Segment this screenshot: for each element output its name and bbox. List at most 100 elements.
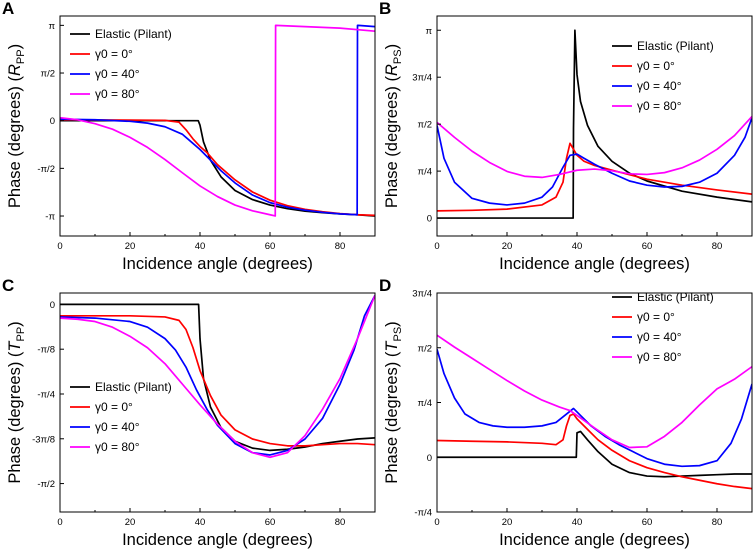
y-tick-label: -π/4 <box>414 508 432 519</box>
legend-label: Elastic (Pilant) <box>637 290 714 304</box>
y-axis-label-prefix: Phase (degrees) ( <box>383 351 401 484</box>
legend-label: Elastic (Pilant) <box>637 39 714 53</box>
y-axis-label: Phase (degrees) (RPP) <box>6 44 27 208</box>
y-tick-label: 3π/4 <box>412 73 432 84</box>
legend: Elastic (Pilant) γ0 = 0° γ0 = 40° γ0 = 80° <box>612 290 714 364</box>
series-line-4 <box>60 294 375 459</box>
legend-label: γ0 = 80° <box>637 99 682 113</box>
plot-frame <box>436 15 753 237</box>
panel-label: D <box>379 276 391 295</box>
series-line-3 <box>437 117 752 206</box>
y-axis-label-subscript: PP <box>15 327 27 342</box>
series-line-1 <box>437 430 752 478</box>
y-tick-label: π <box>425 26 432 37</box>
series-line-3 <box>437 348 752 468</box>
legend-label: γ0 = 80° <box>95 87 140 101</box>
legend: Elastic (Pilant) γ0 = 0° γ0 = 40° γ0 = 80° <box>70 27 172 101</box>
y-tick-label: 3π/4 <box>412 289 432 300</box>
y-tick-label: -π/2 <box>37 164 55 175</box>
x-tick-label: 80 <box>335 517 346 528</box>
legend-label: Elastic (Pilant) <box>95 27 172 41</box>
y-axis-label: Phase (degrees) (TPP) <box>6 321 27 483</box>
panel-label: B <box>379 0 391 18</box>
y-axis-label-suffix: ) <box>383 321 401 327</box>
x-tick-label: 0 <box>434 517 439 528</box>
series-line-2 <box>60 314 375 447</box>
x-axis-label: Incidence angle (degrees) <box>499 255 690 273</box>
legend-label: γ0 = 40° <box>95 420 140 434</box>
series-line-2 <box>437 142 752 212</box>
legend-label: γ0 = 80° <box>637 350 682 364</box>
legend-label: γ0 = 40° <box>637 79 682 93</box>
x-tick-label: 20 <box>125 241 136 252</box>
series-line-4 <box>60 24 375 217</box>
y-tick-label: π/4 <box>418 398 432 409</box>
x-tick-label: 80 <box>712 241 723 252</box>
panel-label: C <box>2 276 14 295</box>
series-line-3 <box>60 294 375 456</box>
legend-label: γ0 = 0° <box>95 400 133 414</box>
y-axis-label-symbol: R <box>383 64 401 76</box>
series-line-2 <box>437 413 752 490</box>
legend-label: γ0 = 40° <box>637 330 682 344</box>
y-axis-label-prefix: Phase (degrees) ( <box>6 76 24 209</box>
y-tick-label: 0 <box>50 300 55 311</box>
x-tick-label: 20 <box>502 241 513 252</box>
legend-label: γ0 = 40° <box>95 67 140 81</box>
legend-label: γ0 = 0° <box>637 59 675 73</box>
series-line-4 <box>437 334 752 449</box>
plot-frame <box>436 292 753 513</box>
y-tick-label: π <box>48 21 55 32</box>
y-axis-label-suffix: ) <box>6 321 24 327</box>
y-axis-label-symbol: T <box>383 340 401 352</box>
y-axis-label-subscript: PS <box>392 49 404 64</box>
y-tick-label: π/2 <box>418 343 432 354</box>
legend-label: γ0 = 0° <box>637 310 675 324</box>
y-axis-label-symbol: T <box>6 340 24 352</box>
y-axis-label-suffix: ) <box>6 44 24 50</box>
y-axis-label: Phase (degrees) (RPS) <box>383 44 404 208</box>
y-axis-label-symbol: R <box>6 64 24 76</box>
x-tick-label: 40 <box>195 517 206 528</box>
legend: Elastic (Pilant) γ0 = 0° γ0 = 40° γ0 = 80° <box>612 39 714 113</box>
plot-frame <box>59 15 376 237</box>
x-tick-label: 40 <box>572 241 583 252</box>
x-tick-label: 60 <box>642 241 653 252</box>
legend-label: γ0 = 0° <box>95 47 133 61</box>
x-tick-label: 40 <box>195 241 206 252</box>
legend-label: γ0 = 80° <box>95 440 140 454</box>
series-line-1 <box>437 29 752 219</box>
x-tick-label: 0 <box>434 241 439 252</box>
panel-a: 0 20 40 60 80 -π -π/2 0 π/2 π Incidence angle (deg… <box>2 0 376 273</box>
y-tick-label: π/2 <box>41 69 55 80</box>
series-line-3 <box>60 24 375 216</box>
y-axis-label-subscript: PS <box>392 327 404 342</box>
y-tick-label: -π/8 <box>37 345 55 356</box>
y-tick-label: π/4 <box>418 167 432 178</box>
panel-c: 0 20 40 60 80 0 -π/8 -π/4 -3π/8 -π/2 Incidence ang… <box>2 276 376 549</box>
x-axis-label: Incidence angle (degrees) <box>499 531 690 549</box>
y-tick-label: 0 <box>50 116 55 127</box>
y-tick-label: -π/4 <box>37 389 55 400</box>
legend-label: Elastic (Pilant) <box>95 380 172 394</box>
x-tick-label: 80 <box>335 241 346 252</box>
x-tick-label: 0 <box>57 517 62 528</box>
x-tick-label: 80 <box>712 517 723 528</box>
y-axis-label-subscript: PP <box>15 49 27 64</box>
x-axis-label: Incidence angle (degrees) <box>122 531 313 549</box>
y-axis-label-suffix: ) <box>383 44 401 50</box>
y-tick-label: 0 <box>427 214 432 225</box>
x-tick-label: 0 <box>57 241 62 252</box>
y-axis-label-prefix: Phase (degrees) ( <box>6 351 24 484</box>
y-axis-label: Phase (degrees) (TPS) <box>383 321 404 483</box>
series-line-1 <box>60 303 375 452</box>
y-tick-label: -3π/8 <box>32 434 55 445</box>
x-tick-label: 20 <box>502 517 513 528</box>
panel-label: A <box>2 0 14 18</box>
panel-b: 0 20 40 60 80 0 π/4 π/2 3π/4 π Incidence angle (de… <box>379 0 753 273</box>
y-tick-label: -π/2 <box>37 479 55 490</box>
x-axis-label: Incidence angle (degrees) <box>122 255 313 273</box>
